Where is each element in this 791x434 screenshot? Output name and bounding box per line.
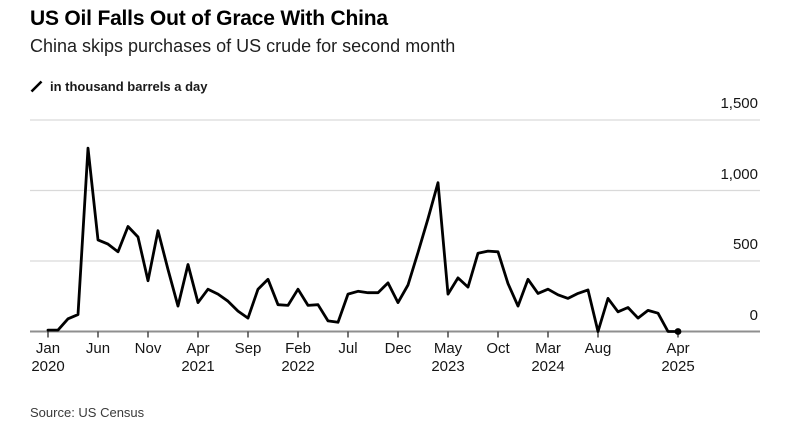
x-tick-month: Dec [384, 340, 412, 357]
y-tick-label-0: 0 [749, 306, 758, 324]
x-tick-label: May 2023 [416, 340, 480, 376]
x-tick-label: Oct [466, 340, 530, 358]
x-tick-year: 2023 [431, 358, 465, 375]
legend: in thousand barrels a day [30, 77, 208, 95]
x-tick-label: Apr 2021 [166, 340, 230, 376]
x-tick-month: Jan [35, 340, 61, 357]
x-tick-label: Jul [316, 340, 380, 358]
x-tick-label: Aug [566, 340, 630, 358]
x-tick-month: Oct [486, 340, 510, 357]
source-note: Source: US Census [30, 405, 145, 420]
x-tick-label: Jan 2020 [16, 340, 80, 376]
x-tick-label: Mar 2024 [516, 340, 580, 376]
chart-subtitle: China skips purchases of US crude for se… [30, 36, 456, 56]
x-tick-month: Feb [285, 340, 311, 357]
x-tick-label: Nov [116, 340, 180, 358]
x-tick-month: Mar [535, 340, 561, 357]
x-tick-month: Nov [134, 340, 162, 357]
x-tick-label: Sep [216, 340, 280, 358]
chart-line [46, 146, 680, 333]
line-series-icon [30, 80, 43, 92]
x-tick-label: Jun [66, 340, 130, 358]
x-tick-month: Aug [584, 340, 612, 357]
x-tick-month: Jul [338, 340, 358, 357]
x-tick-month: Apr [666, 340, 690, 357]
x-tick-label: Feb 2022 [266, 340, 330, 376]
x-tick-year: 2025 [661, 358, 695, 375]
x-tick-month: May [433, 340, 463, 357]
x-tick-year: 2020 [31, 358, 65, 375]
chart-end-dot [674, 328, 682, 335]
x-tick-label: Apr 2025 [646, 340, 710, 376]
y-tick-label-500: 500 [732, 236, 758, 253]
x-tick-month: Sep [234, 340, 262, 357]
x-tick-year: 2021 [181, 358, 215, 375]
x-tick-year: 2024 [531, 358, 565, 375]
x-tick-month: Jun [85, 340, 111, 357]
y-tick-label-1500: 1,500 [720, 95, 758, 112]
y-tick-label-1000: 1,000 [720, 165, 758, 183]
chart-title: US Oil Falls Out of Grace With China [30, 7, 388, 30]
x-tick-month: Apr [186, 340, 210, 357]
x-tick-year: 2022 [281, 358, 315, 375]
x-tick-label: Dec [366, 340, 430, 358]
legend-label: in thousand barrels a day [50, 78, 208, 94]
